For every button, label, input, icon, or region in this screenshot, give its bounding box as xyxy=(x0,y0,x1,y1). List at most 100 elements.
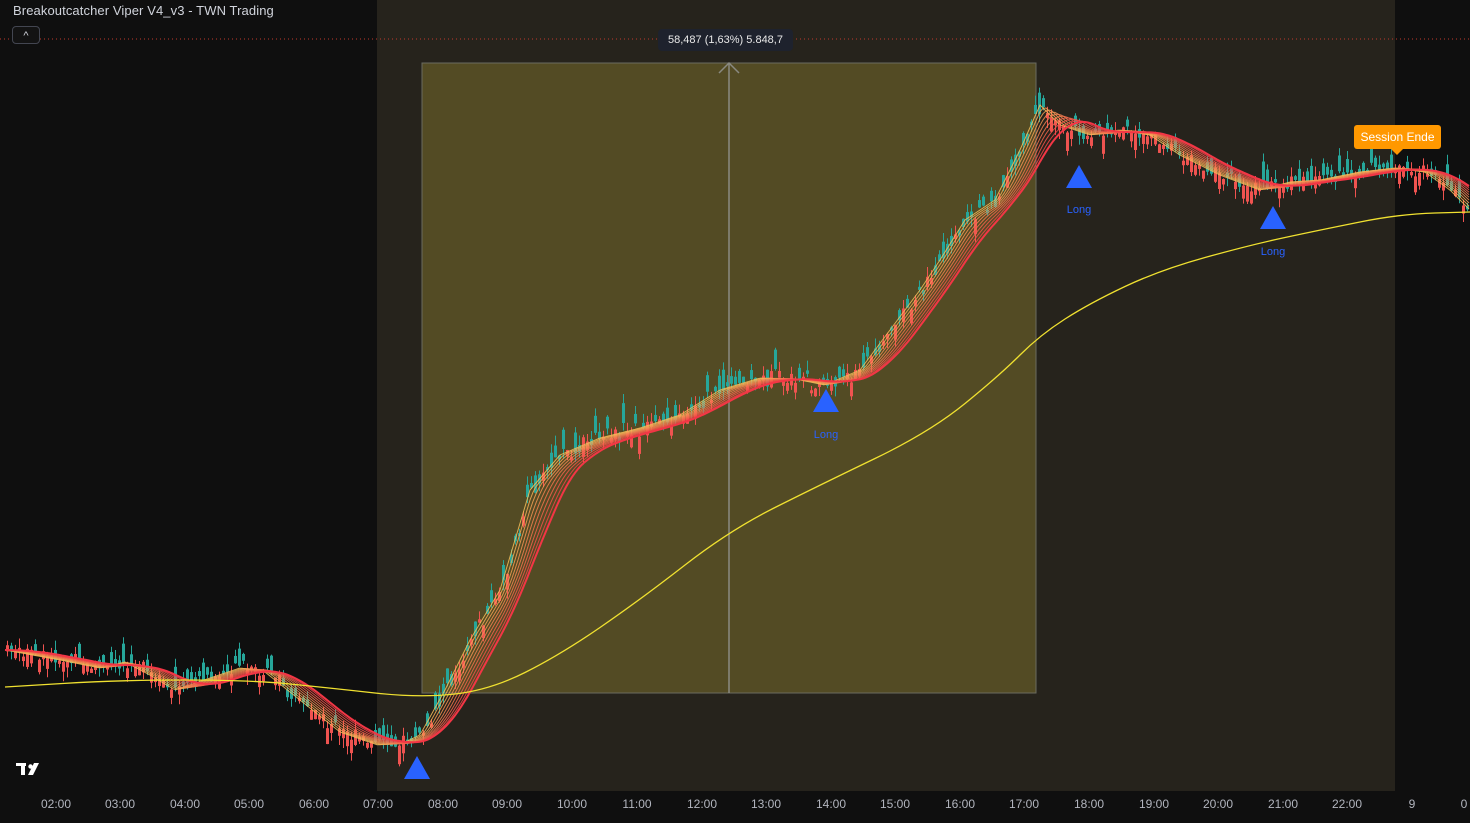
candle-body xyxy=(374,730,377,742)
candle-body xyxy=(490,590,493,603)
candle-body xyxy=(738,371,741,383)
candle-body xyxy=(922,290,925,295)
candle-body xyxy=(86,662,89,672)
candle-body xyxy=(146,659,149,672)
candle-body xyxy=(26,648,29,667)
candle-body xyxy=(162,680,165,688)
candle-body xyxy=(426,713,429,726)
candle-body xyxy=(1262,161,1265,182)
candle-body xyxy=(74,653,77,660)
candle-body xyxy=(398,745,401,765)
tradingview-logo-icon[interactable] xyxy=(15,760,47,778)
candle-body xyxy=(114,659,117,666)
time-tick: 22:00 xyxy=(1331,797,1363,811)
price-chart[interactable] xyxy=(0,0,1470,791)
candle-body xyxy=(274,677,277,686)
candle-body xyxy=(1070,130,1073,139)
candle-body xyxy=(322,714,325,722)
candle-body xyxy=(938,254,941,262)
candle-body xyxy=(890,327,893,331)
time-tick: 0 xyxy=(1460,797,1468,811)
candle-body xyxy=(1278,187,1281,199)
candle-body xyxy=(690,404,693,410)
candle-body xyxy=(1134,133,1137,151)
candle-body xyxy=(418,727,421,733)
candle-body xyxy=(270,655,273,671)
measure-readout: 58,487 (1,63%) 5.848,7 xyxy=(658,29,793,51)
candle-body xyxy=(926,276,929,288)
time-tick: 05:00 xyxy=(233,797,265,811)
candle-body xyxy=(494,598,497,605)
measure-arrow-head xyxy=(718,61,740,74)
ribbon-line xyxy=(5,115,1470,745)
candle-body xyxy=(654,414,657,422)
candle-body xyxy=(810,390,813,394)
candle-body xyxy=(1462,205,1465,214)
candle-body xyxy=(998,196,1001,200)
candle-body xyxy=(622,403,625,424)
candle-body xyxy=(62,662,65,672)
candle-body xyxy=(1390,154,1393,168)
candle-body xyxy=(1346,159,1349,173)
ribbon-line xyxy=(4,111,1470,745)
candle-body xyxy=(262,675,265,682)
candle-body xyxy=(638,436,641,454)
candle-body xyxy=(366,742,369,748)
candle-body xyxy=(578,444,581,453)
candle-body xyxy=(14,651,17,659)
candle-body xyxy=(594,415,597,433)
collapse-button[interactable]: ^ xyxy=(12,26,40,44)
candle-body xyxy=(918,286,921,290)
candle-body xyxy=(1410,171,1413,176)
candle-body xyxy=(722,369,725,391)
candle-body xyxy=(1306,171,1309,183)
candle-body xyxy=(10,645,13,652)
candle-body xyxy=(1370,145,1373,163)
candle-body xyxy=(234,655,237,664)
candle-body xyxy=(1418,172,1421,186)
ma-ribbon xyxy=(4,104,1470,746)
long-signal-triangle xyxy=(404,756,430,779)
candle-body xyxy=(1046,113,1049,119)
candle-body xyxy=(306,699,309,707)
candle-body xyxy=(570,456,573,461)
candle-body xyxy=(38,659,41,673)
candle-body xyxy=(982,196,985,206)
candle-body xyxy=(526,484,529,498)
candle-body xyxy=(1218,172,1221,189)
candle-body xyxy=(670,425,673,436)
candle-body xyxy=(1222,179,1225,185)
candle-body xyxy=(346,731,349,747)
candle-body xyxy=(630,434,633,448)
candle-body xyxy=(914,299,917,307)
time-tick: 11:00 xyxy=(622,797,652,811)
time-tick: 14:00 xyxy=(815,797,847,811)
candle-body xyxy=(1010,159,1013,172)
candle-body xyxy=(30,649,33,664)
candle-body xyxy=(382,725,385,740)
candle-body xyxy=(486,605,489,614)
ribbon-line xyxy=(5,118,1470,744)
candle-body xyxy=(1102,135,1105,154)
candle-body xyxy=(750,370,753,380)
signal-markers xyxy=(404,165,1286,779)
candle-body xyxy=(842,369,845,377)
time-tick: 9 xyxy=(1408,797,1416,811)
candle-body xyxy=(542,472,545,481)
candle-body xyxy=(806,370,809,374)
time-tick: 19:00 xyxy=(1138,797,1170,811)
candle-body xyxy=(34,644,37,654)
candle-body xyxy=(894,325,897,340)
candle-body xyxy=(1198,164,1201,169)
candle-body xyxy=(546,466,549,471)
candle-body xyxy=(1422,165,1425,170)
slow-moving-average xyxy=(4,211,1470,697)
candle-body xyxy=(838,366,841,378)
candle-body xyxy=(978,200,981,208)
candle-body xyxy=(1042,98,1045,108)
candle-body xyxy=(874,348,877,355)
time-axis[interactable]: 02:00 03:00 04:00 05:00 06:00 07:00 08:0… xyxy=(0,791,1470,823)
candle-body xyxy=(474,621,477,637)
candle-body xyxy=(226,664,229,673)
